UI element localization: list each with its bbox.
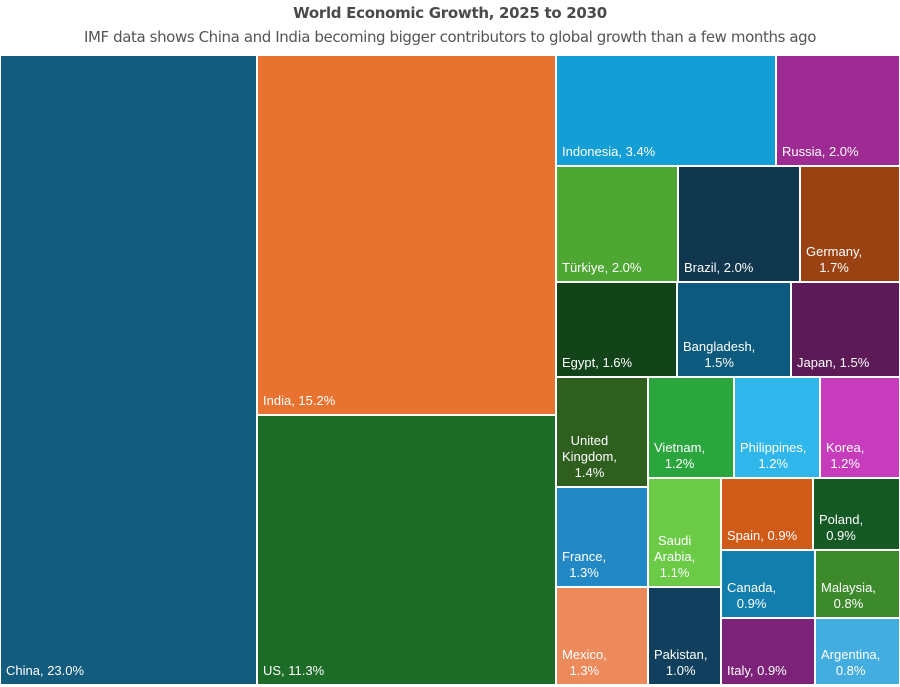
treemap-label: Brazil, 2.0% [684, 260, 754, 275]
treemap-cell-china: China, 23.0% [0, 55, 257, 685]
treemap-cell-korea: Korea, 1.2% [820, 377, 900, 478]
treemap-label: US, 11.3% [263, 663, 325, 678]
treemap-cell-t-rkiye: Türkiye, 2.0% [556, 166, 678, 282]
treemap-cell-brazil: Brazil, 2.0% [678, 166, 800, 282]
treemap-label: India, 15.2% [263, 393, 336, 408]
treemap-label: Korea, 1.2% [826, 440, 865, 471]
treemap-label: Vietnam, 1.2% [654, 440, 706, 471]
treemap-cell-saudi-arabia: Saudi Arabia, 1.1% [648, 478, 721, 587]
treemap-label: China, 23.0% [6, 663, 85, 678]
treemap-label: Pakistan, 1.0% [654, 647, 708, 678]
treemap-label: Egypt, 1.6% [562, 355, 633, 370]
treemap-label: Spain, 0.9% [727, 528, 798, 543]
treemap-cell-germany: Germany, 1.7% [800, 166, 900, 282]
treemap-label: Argentina, 0.8% [821, 647, 881, 678]
treemap-cell-france: France, 1.3% [556, 487, 648, 587]
treemap-label: Türkiye, 2.0% [562, 260, 642, 275]
treemap-cell-egypt: Egypt, 1.6% [556, 282, 677, 377]
treemap-cell-philippines: Philippines, 1.2% [734, 377, 820, 478]
treemap-cell-canada: Canada, 0.9% [721, 550, 815, 618]
treemap-label: Mexico, 1.3% [562, 647, 607, 678]
chart-subtitle: IMF data shows China and India becoming … [83, 28, 817, 46]
treemap-cell-argentina: Argentina, 0.8% [815, 618, 900, 685]
treemap-cell-spain: Spain, 0.9% [721, 478, 813, 550]
treemap-label: Indonesia, 3.4% [562, 144, 656, 159]
treemap-cell-vietnam: Vietnam, 1.2% [648, 377, 734, 478]
treemap-label: France, 1.3% [562, 549, 607, 580]
treemap-cell-pakistan: Pakistan, 1.0% [648, 587, 721, 685]
treemap-label: Japan, 1.5% [797, 355, 870, 370]
treemap-label: Saudi Arabia, 1.1% [654, 533, 696, 580]
treemap-label: Malaysia, 0.8% [821, 580, 876, 611]
treemap-label: Bangladesh, 1.5% [683, 339, 756, 370]
treemap-cell-indonesia: Indonesia, 3.4% [556, 55, 776, 166]
treemap-label: Poland, 0.9% [819, 512, 864, 543]
treemap-cell-malaysia: Malaysia, 0.8% [815, 550, 900, 618]
treemap-cell-india: India, 15.2% [257, 55, 556, 415]
treemap-label: United Kingdom, 1.4% [562, 433, 617, 480]
treemap-cell-russia: Russia, 2.0% [776, 55, 900, 166]
treemap-label: Canada, 0.9% [727, 580, 777, 611]
chart-title: World Economic Growth, 2025 to 2030 [293, 4, 607, 22]
treemap-label: Russia, 2.0% [782, 144, 859, 159]
treemap: China, 23.0% India, 15.2% US, 11.3% Indones… [0, 55, 900, 685]
treemap-cell-italy: Italy, 0.9% [721, 618, 815, 685]
treemap-cell-us: US, 11.3% [257, 415, 556, 685]
treemap-label: Italy, 0.9% [727, 663, 787, 678]
treemap-label: Germany, 1.7% [806, 244, 863, 275]
treemap-cell-japan: Japan, 1.5% [791, 282, 900, 377]
treemap-cell-mexico: Mexico, 1.3% [556, 587, 648, 685]
treemap-cell-bangladesh: Bangladesh, 1.5% [677, 282, 791, 377]
treemap-cell-poland: Poland, 0.9% [813, 478, 900, 550]
treemap-label: Philippines, 1.2% [740, 440, 807, 471]
treemap-cell-united-kingdom: United Kingdom, 1.4% [556, 377, 648, 487]
